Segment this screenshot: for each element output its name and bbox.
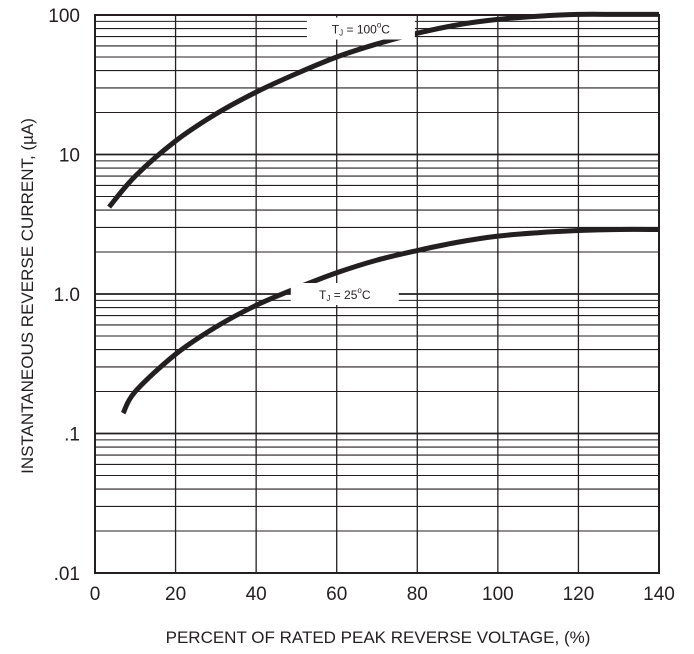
series-label-value: = 100 xyxy=(343,23,377,37)
series-label-main: T xyxy=(332,23,340,37)
series-line-tj-25c xyxy=(120,226,660,415)
x-axis-label: PERCENT OF RATED PEAK REVERSE VOLTAGE, (… xyxy=(166,628,591,647)
series-label-degree: o xyxy=(377,21,382,30)
y-tick-label: 100 xyxy=(48,6,80,27)
grid-lines xyxy=(94,14,660,574)
series-label-subscript: J xyxy=(326,294,330,303)
y-tick-label: 1.0 xyxy=(54,285,80,306)
series-label-value: = 25 xyxy=(330,288,357,302)
x-tick-label: 140 xyxy=(643,584,675,605)
series-label-unit: C xyxy=(381,23,390,37)
x-tick-label: 20 xyxy=(165,584,186,605)
series-group xyxy=(107,11,660,415)
series-label-subscript: J xyxy=(339,29,343,38)
tick-labels: 0 20 40 60 80 100 120 140 .01 .1 1.0 10 100 xyxy=(48,6,675,605)
series-label-background xyxy=(306,17,415,40)
series-label-background xyxy=(290,283,399,305)
x-tick-label: 120 xyxy=(563,584,595,605)
x-tick-label: 60 xyxy=(326,584,347,605)
series-line-tj-100c xyxy=(107,11,659,209)
x-tick-label: 0 xyxy=(90,584,101,605)
series-label: TJ = 100oC xyxy=(332,21,391,38)
plot-frame xyxy=(94,14,660,574)
y-tick-label: .01 xyxy=(54,564,80,585)
y-axis-label: INSTANTANEOUS REVERSE CURRENT, (µA) xyxy=(18,118,37,474)
x-tick-label: 40 xyxy=(246,584,267,605)
series-label-unit: C xyxy=(362,288,371,302)
x-tick-label: 100 xyxy=(482,584,514,605)
series-label-main: T xyxy=(319,288,327,302)
y-tick-label: .1 xyxy=(64,425,80,446)
x-tick-label: 80 xyxy=(407,584,428,605)
y-tick-label: 10 xyxy=(59,146,80,167)
series-label-degree: o xyxy=(357,286,362,295)
series-label: TJ = 25oC xyxy=(319,286,371,303)
